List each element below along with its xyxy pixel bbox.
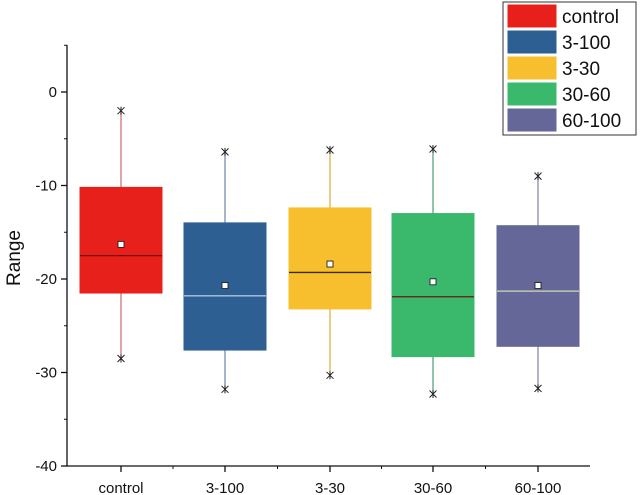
y-tick-label: -10 [35, 178, 57, 195]
min-marker [534, 384, 542, 393]
box-group-3-30 [288, 145, 372, 380]
legend-label-control: control [562, 7, 619, 28]
mean-marker [326, 260, 334, 268]
plot-area [79, 106, 580, 399]
box-group-60-100 [496, 172, 580, 393]
min-marker [429, 390, 437, 399]
iqr-box [288, 207, 372, 310]
box-group-3-100 [183, 147, 267, 394]
y-axis-title: Range [4, 230, 25, 286]
mean-marker [429, 278, 437, 286]
max-marker [326, 145, 334, 154]
legend-label-60-100: 60-100 [562, 111, 621, 132]
x-tick-label: 30-60 [414, 480, 452, 495]
legend-swatch-3-100 [507, 30, 557, 54]
y-tick-label: 0 [49, 84, 57, 101]
mean-marker [221, 282, 229, 289]
x-tick-label: 60-100 [515, 480, 562, 495]
box-group-control [79, 106, 163, 363]
legend-swatch-3-30 [507, 56, 557, 80]
legend-swatch-control [507, 4, 557, 28]
legend-swatch-30-60 [507, 82, 557, 106]
legend-label-30-60: 30-60 [562, 85, 611, 106]
legend: control 3-100 3-30 30-60 60-100 [502, 1, 637, 136]
legend-label-3-100: 3-100 [562, 33, 611, 54]
legend-swatch-60-100 [507, 108, 557, 132]
axes: 0 -10 -20 -30 -40 control 3-100 3-30 30-60 60-100 [35, 44, 590, 495]
y-tick-label: -40 [35, 458, 57, 475]
min-marker [221, 385, 229, 394]
x-tick-label: 3-100 [206, 480, 244, 495]
min-marker [117, 354, 125, 363]
max-marker [534, 172, 542, 181]
max-marker [221, 147, 229, 156]
mean-marker [534, 282, 542, 289]
mean-marker [117, 240, 125, 248]
min-marker [326, 371, 334, 380]
legend-label-3-30: 3-30 [562, 59, 600, 80]
max-marker [117, 106, 125, 115]
y-tick-label: -30 [35, 365, 57, 382]
max-marker [429, 145, 437, 154]
x-tick-label: 3-30 [315, 480, 345, 495]
x-tick-label: control [98, 480, 143, 495]
box-group-30-60 [391, 145, 475, 399]
iqr-box [79, 186, 163, 294]
y-tick-label: -20 [35, 271, 57, 288]
